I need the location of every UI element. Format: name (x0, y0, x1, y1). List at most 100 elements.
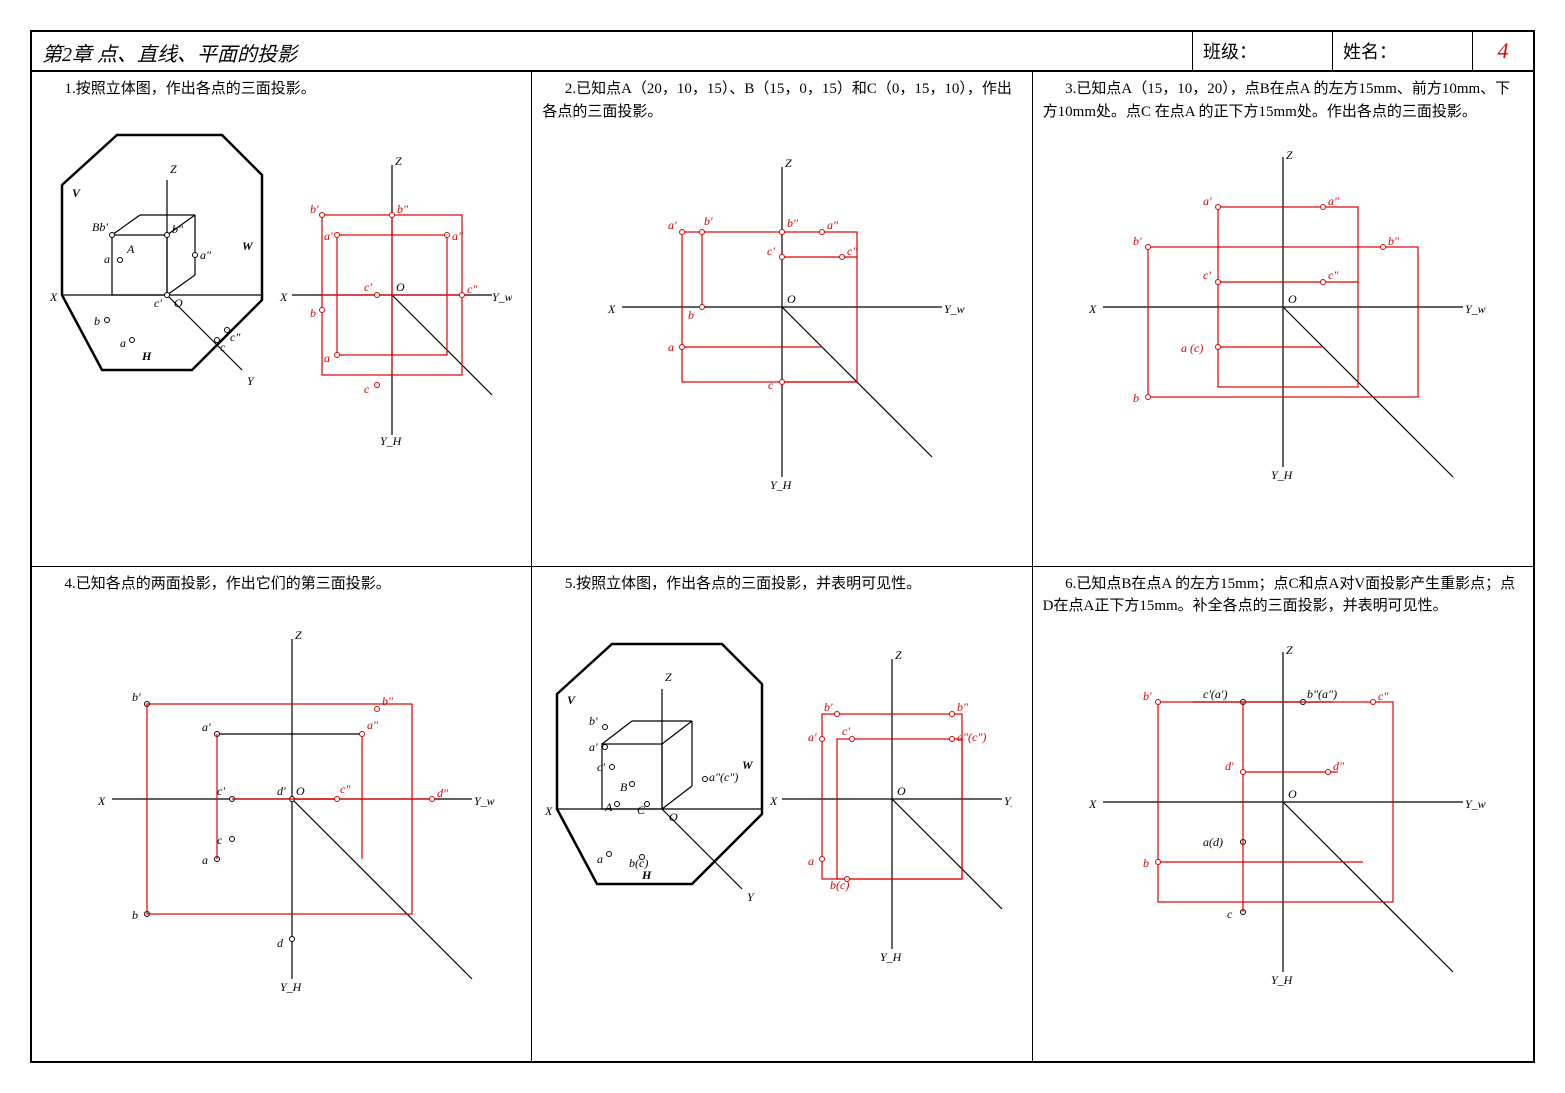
svg-text:c": c" (340, 782, 351, 796)
svg-text:a': a' (1203, 194, 1212, 208)
svg-text:b": b" (382, 694, 394, 708)
svg-text:c": c" (467, 282, 478, 296)
svg-text:Y_w: Y_w (1465, 797, 1486, 811)
svg-text:Y_w: Y_w (474, 794, 495, 808)
svg-text:c'(a'): c'(a') (1203, 687, 1227, 701)
svg-text:Y_w: Y_w (1004, 794, 1012, 808)
svg-text:a"(c"): a"(c") (957, 730, 986, 744)
name-label: 姓名： (1333, 32, 1473, 70)
svg-text:d": d" (437, 786, 449, 800)
problem-4: 4.已知各点的两面投影，作出它们的第三面投影。 X Z Y_w Y_H O a'… (32, 567, 532, 1062)
svg-text:c": c" (847, 244, 858, 258)
svg-text:O: O (1288, 292, 1297, 306)
svg-text:Y_H: Y_H (280, 980, 303, 994)
svg-text:X: X (279, 290, 288, 304)
svg-text:Y_w: Y_w (492, 290, 512, 304)
svg-text:a': a' (104, 252, 113, 266)
svg-text:Z: Z (395, 154, 402, 168)
chapter-title: 第2章 点、直线、平面的投影 (32, 32, 1193, 70)
svg-text:b": b" (787, 216, 799, 230)
problem-grid: 1.按照立体图，作出各点的三面投影。 Z X Y O V H W (32, 72, 1533, 1061)
diagram-6: X Z Y_w Y_H O c'(a') b"(a") a(d) c (1043, 622, 1513, 1022)
svg-text:b"(a"): b"(a") (1307, 687, 1337, 701)
svg-text:X: X (97, 794, 106, 808)
diagram-5: Z X Y O V H W b' a' c' B (542, 599, 1012, 1019)
diagram-1: Z X Y O V H W A Bb' a' (42, 105, 512, 525)
svg-text:c': c' (154, 296, 162, 310)
svg-text:a: a (808, 854, 814, 868)
svg-text:c': c' (767, 244, 775, 258)
svg-text:b(c): b(c) (830, 878, 849, 892)
svg-text:O: O (897, 784, 906, 798)
svg-text:b: b (688, 308, 694, 322)
diagram-4: X Z Y_w Y_H O a' a b' b c' c d' d (42, 599, 512, 1019)
svg-text:W: W (242, 239, 254, 253)
svg-text:O: O (296, 784, 305, 798)
svg-text:a": a" (200, 248, 212, 262)
svg-text:Bb': Bb' (92, 220, 108, 234)
worksheet-sheet: 第2章 点、直线、平面的投影 班级： 姓名： 4 1.按照立体图，作出各点的三面… (30, 30, 1535, 1063)
svg-text:c': c' (217, 784, 225, 798)
svg-text:H: H (141, 349, 152, 363)
svg-text:c": c" (230, 330, 241, 344)
svg-text:a": a" (827, 218, 839, 232)
svg-text:b': b' (1133, 234, 1142, 248)
svg-text:a: a (668, 340, 674, 354)
svg-text:A: A (126, 242, 135, 256)
svg-text:c: c (1227, 907, 1233, 921)
problem-3: 3.已知点A（15，10，20），点B在点A 的左方15mm、前方10mm、下方… (1033, 72, 1533, 567)
svg-text:X: X (1088, 302, 1097, 316)
svg-text:C: C (637, 803, 646, 817)
svg-text:O: O (787, 292, 796, 306)
svg-text:W: W (742, 758, 754, 772)
svg-text:c': c' (597, 760, 605, 774)
svg-text:d': d' (277, 784, 286, 798)
svg-text:b': b' (310, 202, 319, 216)
svg-text:d: d (277, 936, 284, 950)
svg-text:H: H (641, 868, 652, 882)
svg-text:a(d): a(d) (1203, 835, 1223, 849)
svg-text:a: a (597, 852, 603, 866)
problem-5: 5.按照立体图，作出各点的三面投影，并表明可见性。 Z X Y O V H W (532, 567, 1032, 1062)
page-number: 4 (1473, 32, 1533, 70)
prompt-5: 5.按照立体图，作出各点的三面投影，并表明可见性。 (542, 573, 1021, 596)
svg-text:Z: Z (785, 156, 792, 170)
svg-text:Z: Z (295, 628, 302, 642)
svg-text:b": b" (172, 222, 184, 236)
svg-text:Z: Z (1286, 148, 1293, 162)
problem-1: 1.按照立体图，作出各点的三面投影。 Z X Y O V H W (32, 72, 532, 567)
svg-text:Z: Z (895, 648, 902, 662)
svg-text:O: O (174, 296, 183, 310)
svg-text:Z: Z (1286, 643, 1293, 657)
svg-text:X: X (607, 302, 616, 316)
svg-text:a: a (120, 336, 126, 350)
problem-6: 6.已知点B在点A 的左方15mm；点C和点A对V面投影产生重影点；点D在点A正… (1033, 567, 1533, 1062)
svg-text:X: X (49, 290, 58, 304)
svg-text:b': b' (589, 714, 598, 728)
svg-text:c": c" (1378, 689, 1389, 703)
svg-text:c': c' (364, 280, 372, 294)
svg-text:Y: Y (247, 374, 255, 388)
problem-2: 2.已知点A（20，10，15）、B（15，0，15）和C（0，15，10），作… (532, 72, 1032, 567)
svg-text:a": a" (452, 229, 464, 243)
svg-text:c": c" (1328, 268, 1339, 282)
svg-text:b': b' (824, 700, 833, 714)
svg-text:a": a" (367, 718, 379, 732)
svg-text:Y_H: Y_H (1271, 468, 1294, 482)
svg-text:c: c (220, 340, 226, 354)
svg-text:c': c' (1203, 268, 1211, 282)
svg-text:a': a' (808, 730, 817, 744)
svg-text:a: a (324, 351, 330, 365)
prompt-4: 4.已知各点的两面投影，作出它们的第三面投影。 (42, 573, 521, 596)
svg-text:Y_w: Y_w (944, 302, 965, 316)
svg-text:b": b" (397, 202, 409, 216)
svg-text:A: A (604, 800, 613, 814)
svg-text:d": d" (1333, 759, 1345, 773)
svg-text:Y: Y (747, 890, 755, 904)
svg-text:V: V (72, 186, 81, 200)
svg-text:c': c' (842, 724, 850, 738)
svg-text:Y_H: Y_H (1271, 973, 1294, 987)
svg-text:a: a (202, 853, 208, 867)
svg-text:O: O (1288, 787, 1297, 801)
svg-text:d': d' (1225, 759, 1234, 773)
